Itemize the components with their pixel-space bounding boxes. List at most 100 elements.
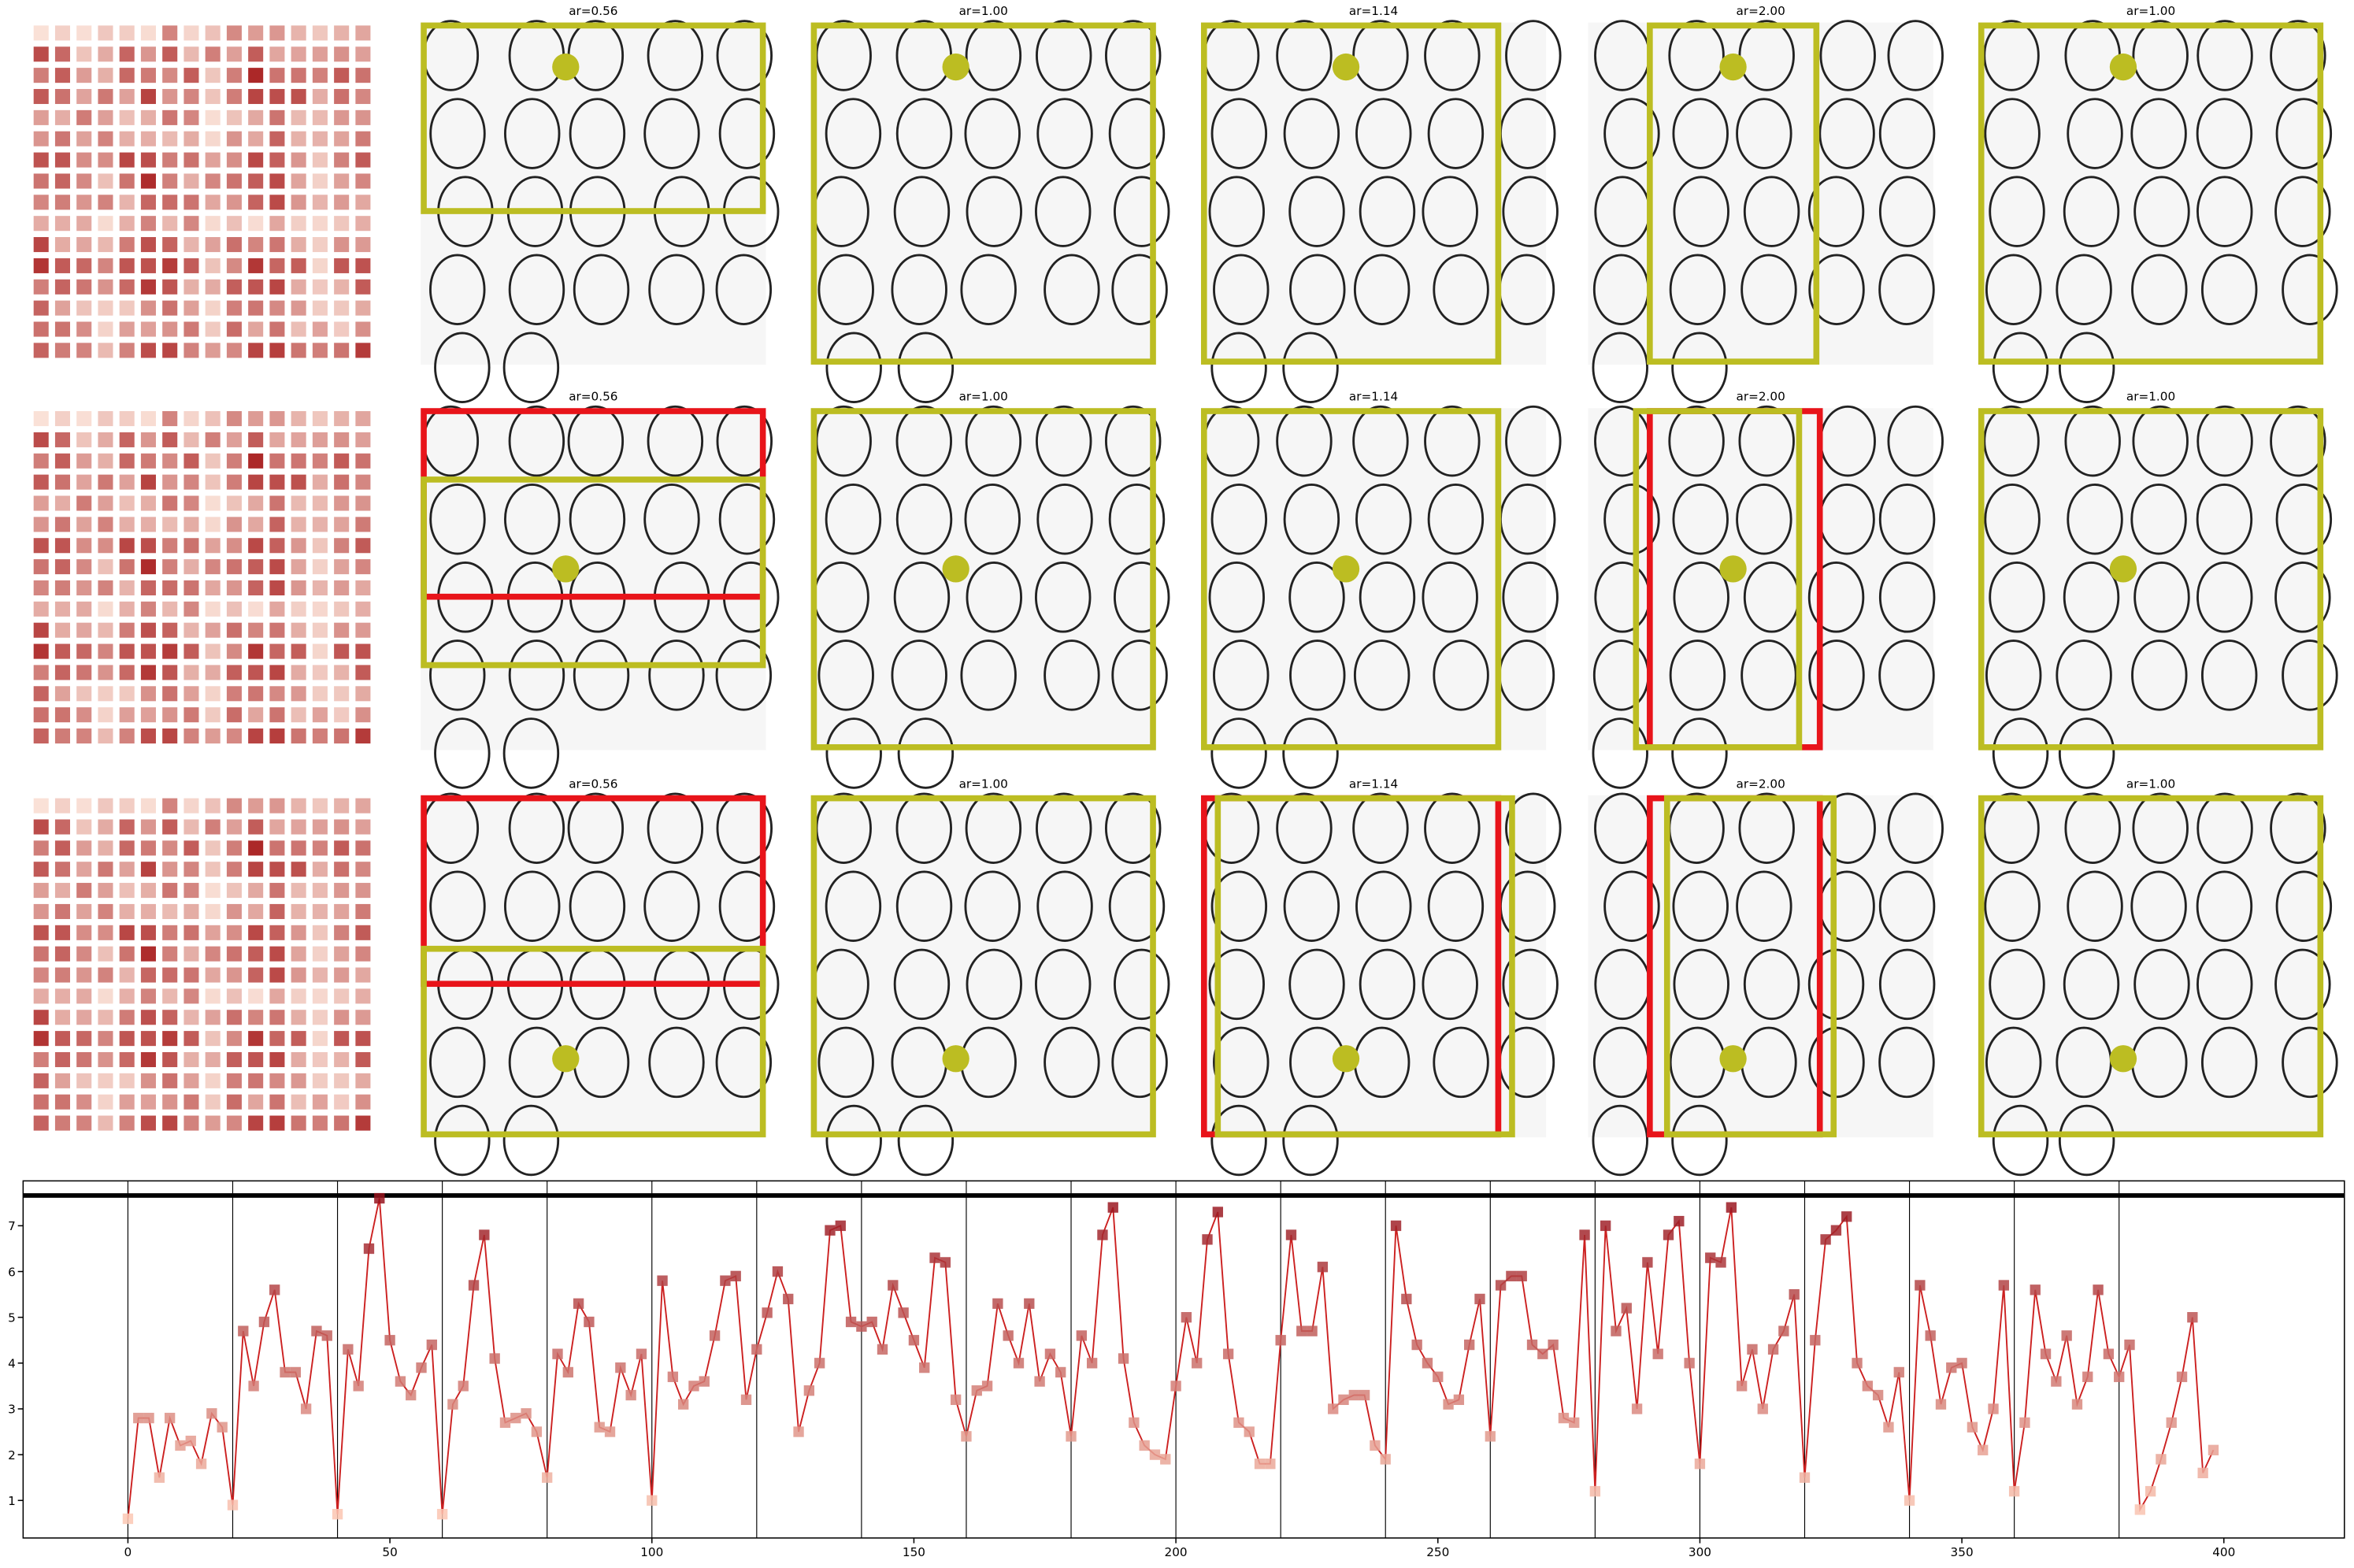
heat-cell <box>162 601 178 617</box>
heat-cell <box>162 728 178 744</box>
marker <box>217 1422 228 1433</box>
heat-cell <box>248 411 264 427</box>
face-sketch <box>2133 948 2190 1021</box>
heat-cell <box>184 88 199 105</box>
heat-cell <box>248 819 264 835</box>
heat-cell <box>140 258 156 273</box>
heat-cell <box>269 195 285 210</box>
heat-cell <box>334 343 350 358</box>
face-sketch <box>893 176 951 247</box>
image <box>810 22 1156 365</box>
marker <box>1076 1330 1088 1341</box>
face-sketch <box>1878 948 1936 1021</box>
marker <box>154 1472 165 1483</box>
heat-cell <box>33 862 49 877</box>
heat-cell <box>184 258 199 273</box>
heat-cell <box>334 988 350 1004</box>
heat-cell <box>291 925 306 940</box>
face-sketch <box>1104 20 1162 91</box>
heat-cell <box>98 195 113 210</box>
heat-cell <box>119 665 135 680</box>
marker <box>992 1298 1003 1309</box>
face-sketch <box>1282 332 1339 404</box>
marker <box>814 1358 825 1369</box>
face-sketch <box>2196 405 2253 477</box>
heat-cell <box>291 237 306 253</box>
face-sketch <box>1111 254 1168 325</box>
marker <box>1307 1325 1318 1336</box>
heat-cell <box>184 173 199 189</box>
face-sketch <box>508 639 565 711</box>
heat-cell <box>355 411 371 427</box>
heat-cell <box>140 798 156 814</box>
heat-cell <box>76 1115 92 1131</box>
face-sketch <box>573 254 630 325</box>
face-sketch <box>2132 405 2189 477</box>
marker <box>311 1325 322 1336</box>
heat-cell <box>162 988 178 1004</box>
heat-cell <box>119 967 135 983</box>
heat-cell <box>312 46 328 62</box>
heat-cell <box>98 152 113 168</box>
heat-cell <box>140 109 156 125</box>
heat-cell <box>334 88 350 105</box>
marker <box>426 1339 437 1351</box>
marker <box>2040 1348 2052 1359</box>
marker <box>908 1335 920 1346</box>
face-sketch <box>1111 639 1168 711</box>
heat-cell <box>205 622 221 638</box>
face-sketch <box>1422 948 1478 1021</box>
face-sketch <box>1210 483 1268 555</box>
heat-cell <box>119 1094 135 1110</box>
heat-cell <box>291 453 306 469</box>
marker <box>353 1381 364 1392</box>
face-sketch <box>893 562 951 633</box>
heat-cell <box>334 517 350 532</box>
panel-title: ar=1.14 <box>1349 777 1398 791</box>
crop-box <box>1647 22 1820 365</box>
heat-cell <box>334 173 350 189</box>
heat-cell <box>226 237 242 253</box>
marker <box>122 1513 134 1525</box>
heat-cell <box>140 686 156 702</box>
image <box>810 795 1156 1138</box>
heat-cell <box>76 1094 92 1110</box>
heat-cell <box>269 432 285 447</box>
face-sketch <box>508 254 565 325</box>
marker <box>1401 1293 1412 1305</box>
heat-cell <box>98 1031 113 1047</box>
face-sketch <box>1603 483 1660 555</box>
marker <box>2156 1454 2167 1465</box>
focus-point <box>942 53 969 81</box>
heat-cell <box>334 216 350 232</box>
heat-cell <box>33 925 49 940</box>
heat-cell <box>226 862 242 877</box>
heat-cell <box>76 643 92 659</box>
heat-cell <box>76 1010 92 1025</box>
heat-cell <box>226 300 242 316</box>
heat-cell <box>334 946 350 962</box>
heat-cell <box>205 1073 221 1088</box>
heat-cell <box>312 131 328 146</box>
face-sketch <box>2130 870 2187 943</box>
face-sketch <box>1036 792 1092 864</box>
heat-cell <box>334 903 350 919</box>
face-sketch <box>1352 792 1409 864</box>
face-sketch <box>1592 717 1648 789</box>
marker <box>699 1376 710 1387</box>
heat-cell <box>269 883 285 899</box>
heat-cell <box>269 903 285 919</box>
heat-cell <box>98 68 113 83</box>
marker <box>531 1426 543 1437</box>
heat-cell <box>98 343 113 358</box>
face-sketch <box>1213 639 1270 711</box>
heat-cell <box>291 195 306 210</box>
heat-cell <box>269 152 285 168</box>
heat-cell <box>162 25 178 41</box>
heat-cell <box>119 1031 135 1047</box>
heat-cell <box>312 559 328 575</box>
marker <box>458 1381 469 1392</box>
face-sketch <box>1424 20 1481 91</box>
heat-cell <box>291 1010 306 1025</box>
heat-cell <box>226 343 242 358</box>
